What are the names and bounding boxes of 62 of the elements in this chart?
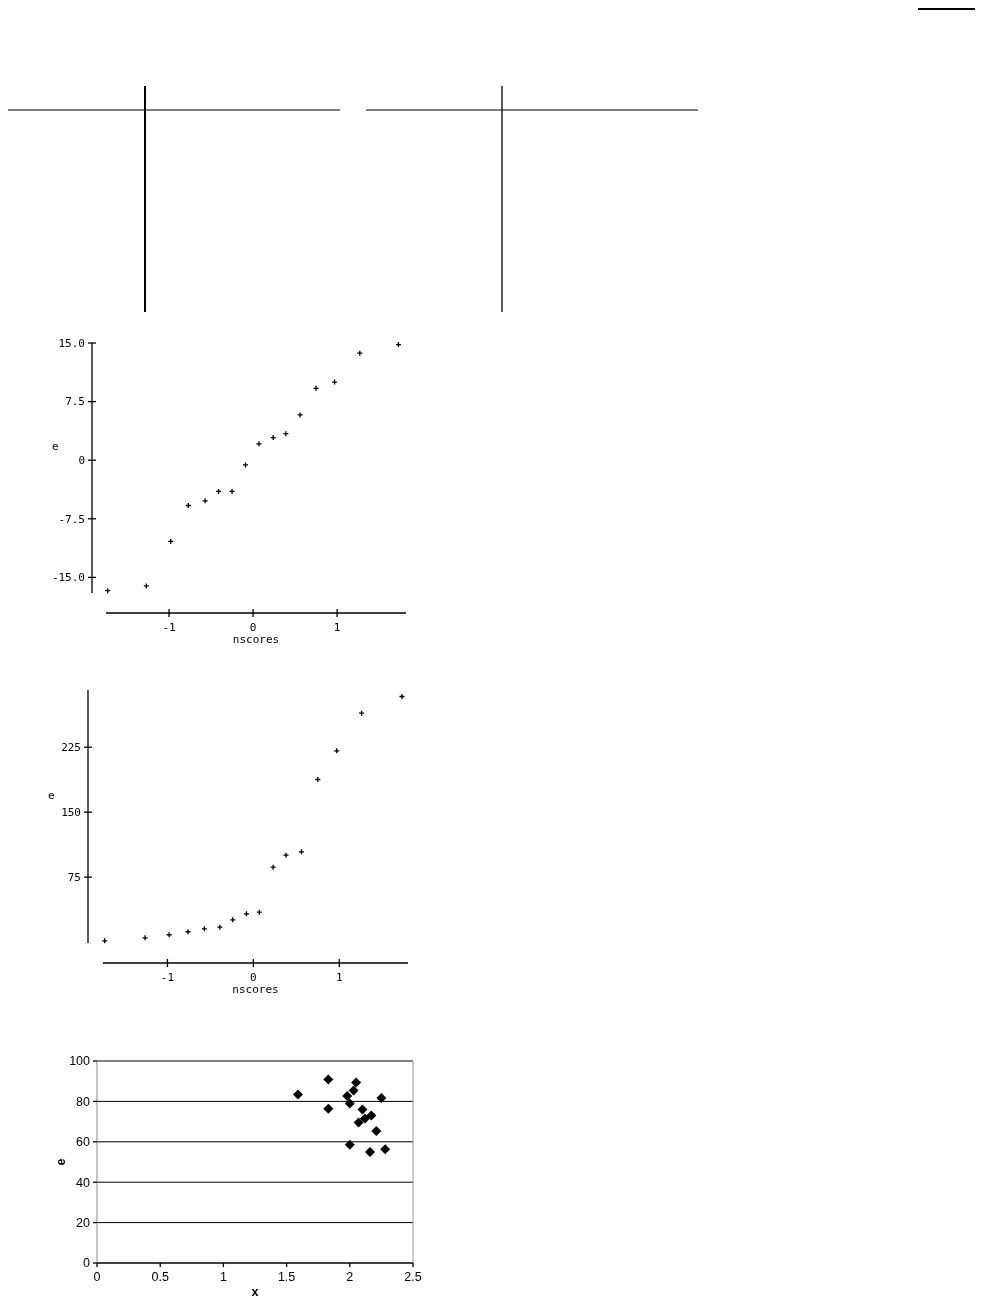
y-tick-label: 80 <box>76 1094 91 1109</box>
y-tick-label: -7.5 <box>58 512 85 526</box>
point <box>242 461 249 469</box>
y-tick-label: 15.0 <box>58 336 85 350</box>
point <box>298 848 305 855</box>
y-axis-title: e <box>48 788 55 802</box>
point <box>228 488 236 495</box>
y-tick-label: 0 <box>78 454 85 468</box>
x-axis-title: nscores <box>232 633 280 646</box>
y-tick-label: 0 <box>83 1256 91 1271</box>
x-tick-label: 1.5 <box>277 1270 296 1284</box>
y-tick-label: 75 <box>67 871 81 884</box>
point <box>323 1103 334 1114</box>
point <box>184 928 192 935</box>
point <box>380 1144 391 1155</box>
x-tick-label: 0 <box>93 1270 101 1284</box>
point <box>351 1077 362 1088</box>
x-tick-label: 1 <box>219 1270 227 1284</box>
point <box>344 1098 355 1109</box>
x-tick-label: 1 <box>335 971 343 984</box>
point <box>359 1113 370 1124</box>
x-tick-label: -1 <box>160 971 175 984</box>
point <box>269 864 277 871</box>
point <box>331 378 338 386</box>
x-tick-label: 2.5 <box>404 1270 422 1284</box>
x-tick-label: 0 <box>250 971 257 984</box>
y-tick-label: 225 <box>61 741 81 755</box>
y-tick-label: 100 <box>69 1054 91 1069</box>
y-tick-label: 40 <box>76 1175 91 1190</box>
point <box>255 440 263 447</box>
point <box>296 411 304 419</box>
point <box>344 1139 355 1150</box>
y-tick-label: -15.0 <box>51 571 85 585</box>
y-tick-label: 60 <box>76 1135 91 1150</box>
point <box>312 385 320 392</box>
x-tick-label: 0.5 <box>151 1270 169 1284</box>
point <box>398 693 406 700</box>
x-tick-label: 1 <box>333 621 341 634</box>
point <box>376 1092 387 1103</box>
point <box>342 1090 353 1101</box>
y-tick-label: 150 <box>61 806 81 820</box>
point <box>143 582 150 590</box>
point <box>371 1126 382 1137</box>
point <box>353 1117 364 1128</box>
x-tick-label: -1 <box>162 621 176 634</box>
point <box>357 1104 368 1115</box>
point <box>282 851 290 859</box>
y-tick-label: 7.5 <box>65 395 85 409</box>
x-tick-label: 2 <box>346 1270 354 1284</box>
x-axis-title: x <box>251 1285 259 1299</box>
y-tick-label: 20 <box>76 1215 91 1230</box>
y-axis-title: e <box>52 440 59 453</box>
x-axis-title: nscores <box>232 983 279 996</box>
point <box>348 1085 359 1096</box>
x-tick-label: 0 <box>249 621 257 634</box>
point <box>292 1089 303 1100</box>
point <box>141 934 149 941</box>
point <box>216 923 223 931</box>
point <box>366 1110 377 1121</box>
point <box>323 1074 334 1085</box>
point <box>365 1147 376 1158</box>
y-axis-title: e <box>54 1158 68 1166</box>
